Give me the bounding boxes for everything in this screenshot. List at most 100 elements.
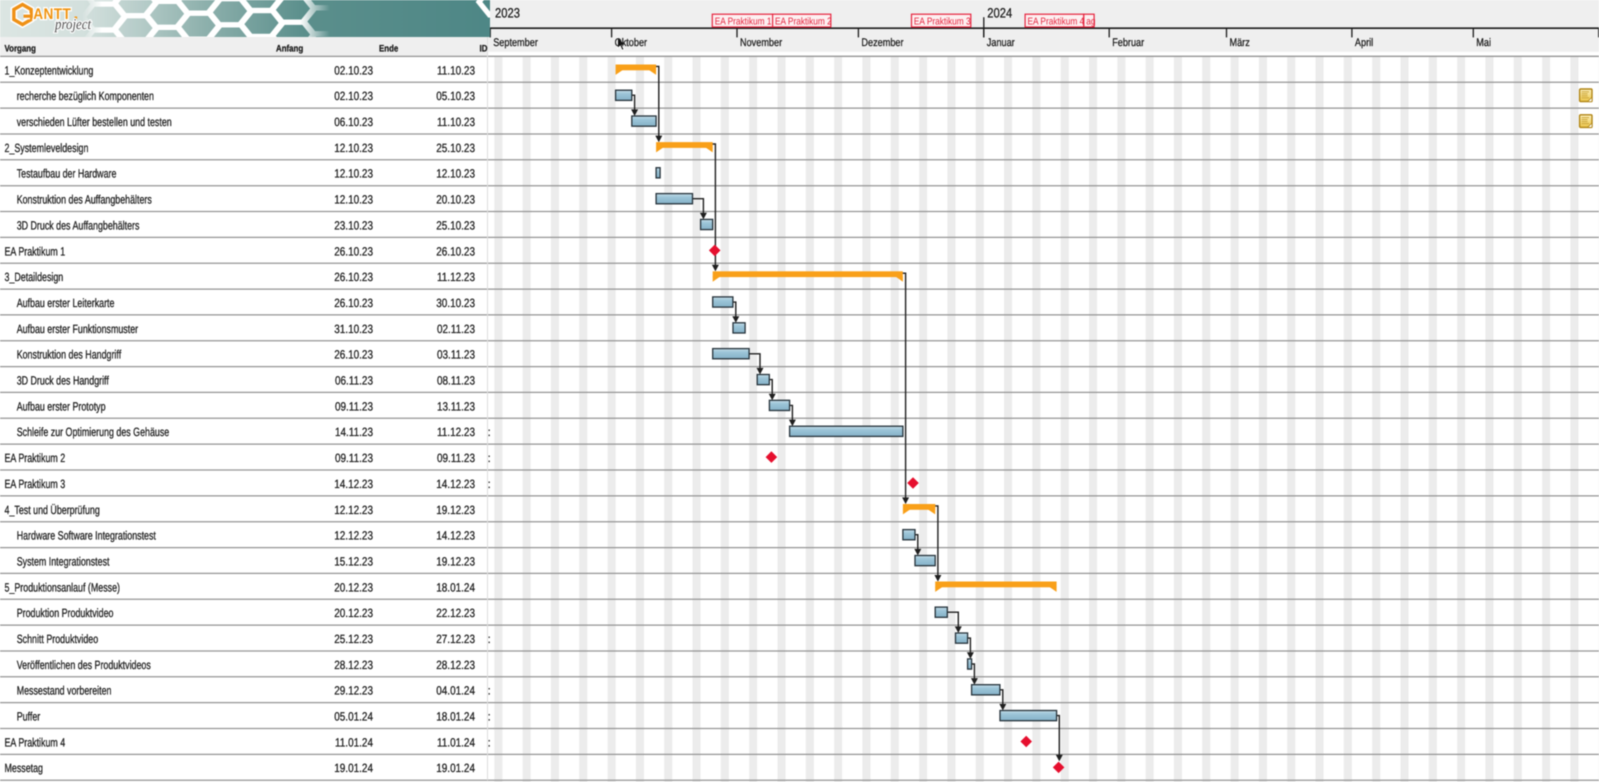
svg-text:28.12.23: 28.12.23 — [334, 658, 373, 672]
svg-text:03.11.23: 03.11.23 — [437, 348, 475, 362]
svg-text:EA Praktikum 2: EA Praktikum 2 — [5, 451, 66, 465]
svg-text:Hardware Software Integrations: Hardware Software Integrationstest — [17, 529, 157, 543]
svg-text:verschieden Lüfter bestellen u: verschieden Lüfter bestellen und testen — [17, 115, 172, 129]
svg-text:25.12.23: 25.12.23 — [334, 632, 373, 646]
svg-text:15.12.23: 15.12.23 — [334, 555, 373, 569]
svg-text:2_Systemleveldesign: 2_Systemleveldesign — [5, 141, 89, 155]
svg-text:3D Druck des Handgriff: 3D Druck des Handgriff — [17, 374, 110, 388]
svg-text:14.12.23: 14.12.23 — [334, 477, 373, 491]
svg-text:Messetag: Messetag — [5, 761, 44, 775]
svg-text:05.01.24: 05.01.24 — [334, 710, 373, 724]
svg-text:September: September — [493, 37, 538, 49]
svg-text:ANTT: ANTT — [33, 6, 71, 23]
svg-text::: : — [488, 735, 491, 749]
svg-text:19.12.23: 19.12.23 — [436, 503, 475, 517]
svg-text:20.12.23: 20.12.23 — [334, 580, 373, 594]
svg-text:26.10.23: 26.10.23 — [436, 244, 475, 258]
svg-text:Aufbau erster Funktionsmuster: Aufbau erster Funktionsmuster — [17, 322, 138, 336]
svg-text:April: April — [1355, 37, 1373, 49]
svg-text:Aufbau erster Leiterkarte: Aufbau erster Leiterkarte — [17, 296, 115, 310]
svg-text:Schleife zur Optimierung des G: Schleife zur Optimierung des Gehäuse — [17, 425, 170, 439]
svg-text:11.01.24: 11.01.24 — [437, 735, 475, 749]
svg-text:29.12.23: 29.12.23 — [334, 684, 373, 698]
svg-text:20.10.23: 20.10.23 — [436, 193, 475, 207]
svg-text:ID: ID — [480, 43, 488, 54]
svg-text::: : — [488, 632, 491, 646]
svg-text:November: November — [740, 37, 782, 49]
svg-text::: : — [488, 684, 491, 698]
svg-text:4_Test und Überprüfung: 4_Test und Überprüfung — [5, 503, 100, 517]
svg-text:18.01.24: 18.01.24 — [436, 710, 475, 724]
svg-text:11.01.24: 11.01.24 — [335, 735, 373, 749]
svg-text:06.11.23: 06.11.23 — [335, 374, 373, 388]
svg-text::: : — [488, 710, 491, 724]
svg-text:06.10.23: 06.10.23 — [334, 115, 373, 129]
svg-text:Puffer: Puffer — [17, 710, 41, 724]
svg-text:EA Praktikum 3: EA Praktikum 3 — [5, 477, 66, 491]
svg-text:11.10.23: 11.10.23 — [437, 63, 475, 77]
svg-text:11.12.23: 11.12.23 — [437, 425, 475, 439]
svg-text:12.10.23: 12.10.23 — [334, 193, 373, 207]
svg-text:Produktion Produktvideo: Produktion Produktvideo — [17, 606, 114, 620]
svg-text:3_Detaildesign: 3_Detaildesign — [5, 270, 64, 284]
svg-text:09.11.23: 09.11.23 — [437, 451, 475, 465]
svg-text:12.10.23: 12.10.23 — [334, 167, 373, 181]
svg-text:2023: 2023 — [495, 6, 520, 21]
svg-text:09.11.23: 09.11.23 — [335, 451, 373, 465]
svg-text:26.10.23: 26.10.23 — [334, 296, 373, 310]
svg-text:04.01.24: 04.01.24 — [436, 684, 475, 698]
svg-text:Ende: Ende — [379, 43, 398, 54]
svg-text:Anfang: Anfang — [276, 43, 303, 54]
svg-text:12.10.23: 12.10.23 — [436, 167, 475, 181]
svg-text:Vorgang: Vorgang — [5, 43, 37, 54]
svg-text:EA Praktikum 4: EA Praktikum 4 — [1028, 16, 1085, 27]
svg-text:Dezember: Dezember — [861, 37, 903, 49]
svg-text:EA Praktikum 3: EA Praktikum 3 — [914, 16, 971, 27]
svg-text:14.12.23: 14.12.23 — [436, 477, 475, 491]
svg-text:26.10.23: 26.10.23 — [334, 348, 373, 362]
svg-text:Messestand vorbereiten: Messestand vorbereiten — [17, 684, 112, 698]
svg-text:25.10.23: 25.10.23 — [436, 141, 475, 155]
svg-text:EA Praktikum 1: EA Praktikum 1 — [715, 16, 772, 27]
svg-text:ag: ag — [1086, 16, 1095, 27]
svg-text:20.12.23: 20.12.23 — [334, 606, 373, 620]
svg-text:14.12.23: 14.12.23 — [436, 529, 475, 543]
svg-text:18.01.24: 18.01.24 — [436, 580, 475, 594]
svg-text:27.12.23: 27.12.23 — [436, 632, 475, 646]
svg-text:19.12.23: 19.12.23 — [436, 555, 475, 569]
svg-text:23.10.23: 23.10.23 — [334, 218, 373, 232]
svg-text:19.01.24: 19.01.24 — [334, 761, 373, 775]
svg-text:14.11.23: 14.11.23 — [335, 425, 373, 439]
svg-text:project: project — [54, 17, 92, 33]
svg-text:02.10.23: 02.10.23 — [334, 63, 373, 77]
svg-text:26.10.23: 26.10.23 — [334, 270, 373, 284]
svg-text:11.10.23: 11.10.23 — [437, 115, 475, 129]
svg-text:12.10.23: 12.10.23 — [334, 141, 373, 155]
svg-text:12.12.23: 12.12.23 — [334, 503, 373, 517]
svg-text:08.11.23: 08.11.23 — [437, 374, 475, 388]
svg-text:Konstruktion des Handgriff: Konstruktion des Handgriff — [17, 348, 122, 362]
svg-text:09.11.23: 09.11.23 — [335, 399, 373, 413]
svg-text:Oktober: Oktober — [615, 37, 648, 49]
svg-text:26.10.23: 26.10.23 — [334, 244, 373, 258]
svg-text:30.10.23: 30.10.23 — [436, 296, 475, 310]
svg-text:Januar: Januar — [987, 37, 1015, 49]
svg-text:5_Produktionsanlauf (Messe): 5_Produktionsanlauf (Messe) — [5, 580, 121, 594]
svg-text:11.12.23: 11.12.23 — [437, 270, 475, 284]
svg-text::: : — [488, 451, 491, 465]
svg-text:05.10.23: 05.10.23 — [436, 89, 475, 103]
svg-text:EA Praktikum 1: EA Praktikum 1 — [5, 244, 66, 258]
svg-text:Aufbau erster Prototyp: Aufbau erster Prototyp — [17, 399, 106, 413]
svg-text:13.11.23: 13.11.23 — [437, 399, 475, 413]
svg-text:Schnitt Produktvideo: Schnitt Produktvideo — [17, 632, 99, 646]
svg-text:Testaufbau der Hardware: Testaufbau der Hardware — [17, 167, 117, 181]
svg-text:02.11.23: 02.11.23 — [437, 322, 475, 336]
svg-text:Konstruktion des Auffangbehält: Konstruktion des Auffangbehälters — [17, 193, 152, 207]
svg-text::: : — [488, 477, 491, 491]
svg-text:31.10.23: 31.10.23 — [334, 322, 373, 336]
svg-text:1_Konzeptentwicklung: 1_Konzeptentwicklung — [5, 63, 94, 77]
svg-text:Mai: Mai — [1476, 37, 1491, 49]
svg-text:19.01.24: 19.01.24 — [436, 761, 475, 775]
svg-text:System Integrationstest: System Integrationstest — [17, 555, 110, 569]
svg-text:28.12.23: 28.12.23 — [436, 658, 475, 672]
